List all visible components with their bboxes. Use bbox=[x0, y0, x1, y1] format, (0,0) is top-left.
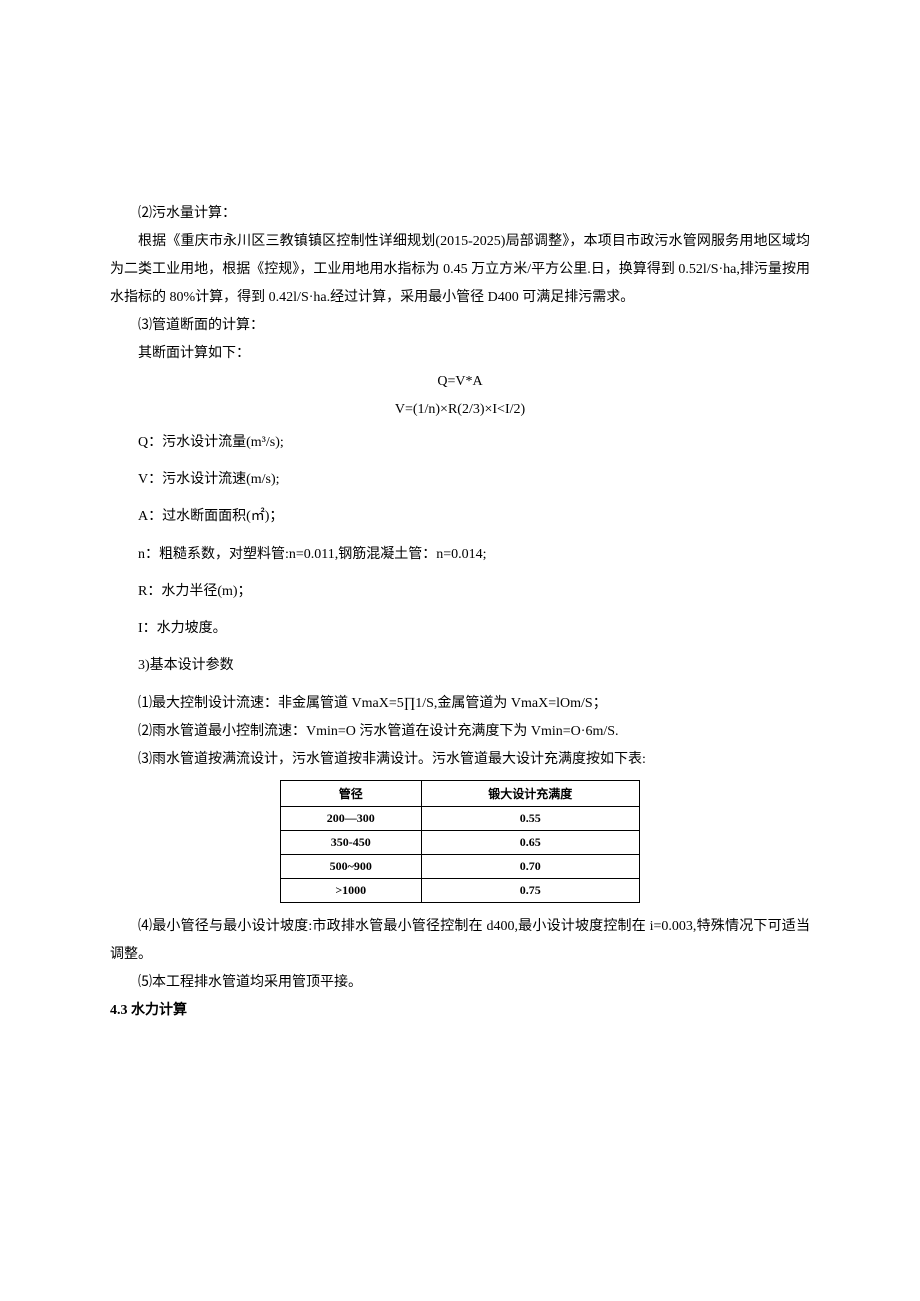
def-q: Q：污水设计流量(m³/s); bbox=[138, 424, 810, 461]
def-i: I：水力坡度。 bbox=[138, 610, 810, 647]
table-header-row: 管径 锻大设计充满度 bbox=[281, 781, 640, 807]
def-r: R：水力半径(m)； bbox=[138, 573, 810, 610]
table-row: 350-450 0.65 bbox=[281, 831, 640, 855]
def-section3: 3)基本设计参数 bbox=[138, 647, 810, 684]
paragraph-min-diameter: ⑷最小管径与最小设计坡度:市政排水管最小管径控制在 d400,最小设计坡度控制在… bbox=[110, 913, 810, 969]
paragraph-sewage-calc-body: 根据《重庆市永川区三教镇镇区控制性详细规划(2015-2025)局部调整》，本项… bbox=[110, 228, 810, 312]
table-cell: 350-450 bbox=[281, 831, 422, 855]
paragraph-pipe-section-intro: 其断面计算如下： bbox=[110, 340, 810, 368]
table-header-diameter: 管径 bbox=[281, 781, 422, 807]
paragraph-min-velocity: ⑵雨水管道最小控制流速：Vmin=O 污水管道在设计充满度下为 Vmin=O·6… bbox=[110, 718, 810, 746]
paragraph-max-velocity: ⑴最大控制设计流速：非金属管道 VmaX=5∏1/S,金属管道为 VmaX=lO… bbox=[110, 690, 810, 718]
paragraph-pipe-connection: ⑸本工程排水管道均采用管顶平接。 bbox=[110, 969, 810, 997]
def-a: A：过水断面面积(㎡)； bbox=[138, 498, 810, 535]
formula-q: Q=V*A bbox=[110, 368, 810, 396]
paragraph-fullness-intro: ⑶雨水管道按满流设计，污水管道按非满设计。污水管道最大设计充满度按如下表: bbox=[110, 746, 810, 774]
fullness-table: 管径 锻大设计充满度 200—300 0.55 350-450 0.65 500… bbox=[280, 780, 640, 903]
table-header-fullness: 锻大设计充满度 bbox=[421, 781, 639, 807]
table-cell: >1000 bbox=[281, 879, 422, 903]
table-cell: 0.55 bbox=[421, 807, 639, 831]
def-v: V：污水设计流速(m/s); bbox=[138, 461, 810, 498]
table-row: 500~900 0.70 bbox=[281, 855, 640, 879]
formula-v: V=(1/n)×R(2/3)×I<I/2) bbox=[110, 396, 810, 424]
paragraph-pipe-section-title: ⑶管道断面的计算： bbox=[110, 312, 810, 340]
paragraph-sewage-calc-title: ⑵污水量计算： bbox=[110, 200, 810, 228]
table-cell: 500~900 bbox=[281, 855, 422, 879]
table-row: 200—300 0.55 bbox=[281, 807, 640, 831]
def-n: n：粗糙系数，对塑料管:n=0.011,钢筋混凝土管：n=0.014; bbox=[138, 536, 810, 573]
heading-hydraulic-calc: 4.3 水力计算 bbox=[110, 997, 810, 1025]
table-cell: 0.70 bbox=[421, 855, 639, 879]
table-row: >1000 0.75 bbox=[281, 879, 640, 903]
table-cell: 0.65 bbox=[421, 831, 639, 855]
table-cell: 200—300 bbox=[281, 807, 422, 831]
table-cell: 0.75 bbox=[421, 879, 639, 903]
document-page: ⑵污水量计算： 根据《重庆市永川区三教镇镇区控制性详细规划(2015-2025)… bbox=[0, 0, 920, 1225]
